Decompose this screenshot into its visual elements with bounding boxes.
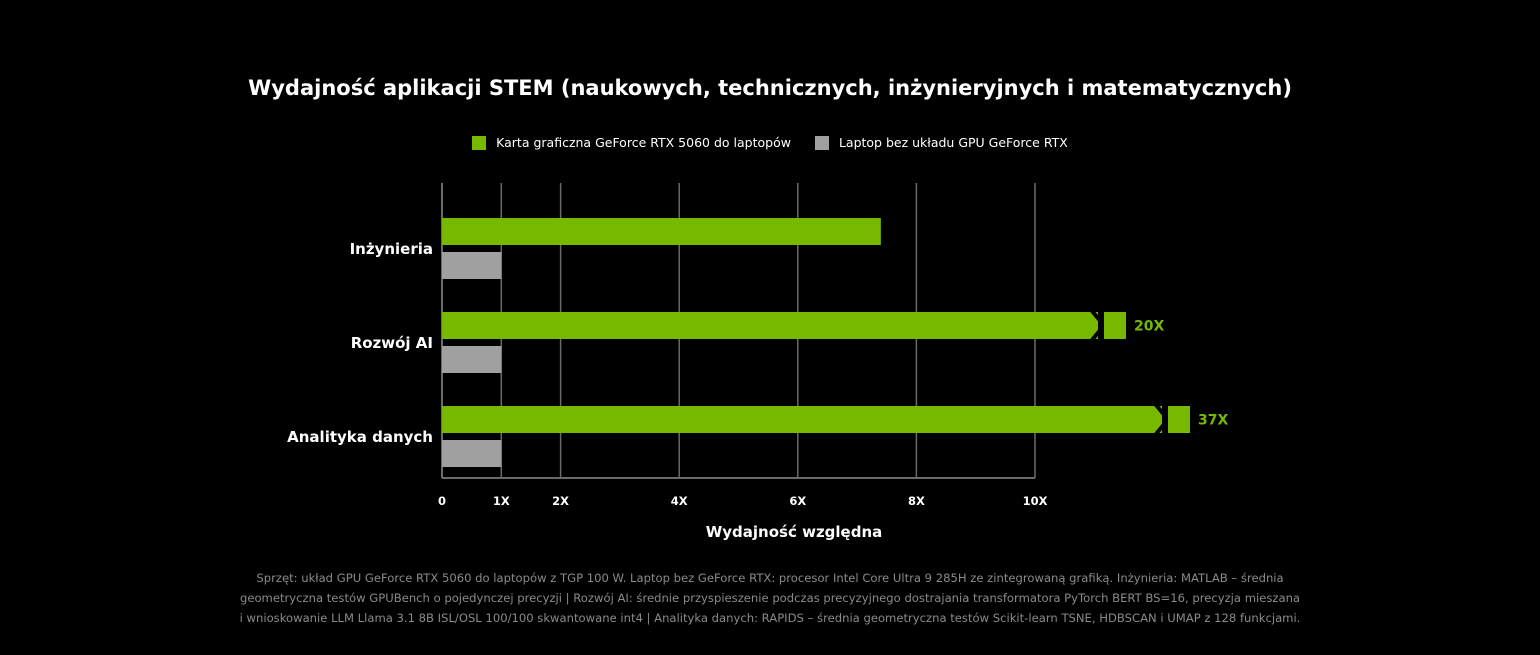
bar-chart: 0 1X 2X 4X 6X 8X 10X Wydajność względna Inżynier…	[287, 183, 1228, 541]
chart-legend: Karta graficzna GeForce RTX 5060 do lapt…	[0, 135, 1540, 150]
x-tick-label: 4X	[671, 494, 688, 508]
legend-label-rtx: Karta graficzna GeForce RTX 5060 do lapt…	[496, 135, 791, 150]
x-tick-label: 6X	[789, 494, 806, 508]
x-tick-label: 0	[438, 494, 446, 508]
bar-no-rtx	[442, 252, 502, 279]
x-tick-label: 10X	[1023, 494, 1048, 508]
footnote: Sprzęt: układ GPU GeForce RTX 5060 do la…	[200, 568, 1340, 628]
footnote-line: geometryczna testów GPUBench o pojedyncz…	[239, 591, 1301, 605]
footnote-line: Sprzęt: układ GPU GeForce RTX 5060 do la…	[256, 571, 1284, 585]
legend-label-no-rtx: Laptop bez układu GPU GeForce RTX	[838, 135, 1068, 150]
legend-item-rtx: Karta graficzna GeForce RTX 5060 do lapt…	[472, 135, 791, 150]
bar-rtx-cap	[1168, 406, 1190, 433]
bar-rtx	[442, 312, 1098, 339]
bar-no-rtx	[442, 346, 502, 373]
data-label: 37X	[1198, 413, 1228, 429]
category-label: Analityka danych	[287, 428, 433, 446]
bar-no-rtx	[442, 440, 502, 467]
legend-item-no-rtx: Laptop bez układu GPU GeForce RTX	[814, 135, 1068, 150]
bar-rtx-cap	[1104, 312, 1126, 339]
x-tick-label: 1X	[493, 494, 510, 508]
category-label: Inżynieria	[350, 240, 433, 258]
bar-rtx	[442, 218, 881, 245]
footnote-line: i wnioskowanie LLM Llama 3.1 8B ISL/OSL …	[239, 611, 1301, 625]
x-tick-label: 2X	[552, 494, 569, 508]
chart-title: Wydajność aplikacji STEM (naukowych, tec…	[248, 76, 1292, 100]
legend-swatch-rtx	[472, 135, 487, 150]
bar-rtx	[442, 406, 1162, 433]
legend-swatch-no-rtx	[814, 135, 829, 150]
x-axis-title: Wydajność względna	[706, 523, 883, 541]
x-tick-label: 8X	[908, 494, 925, 508]
category-label: Rozwój AI	[351, 334, 433, 352]
data-label: 20X	[1134, 319, 1164, 335]
